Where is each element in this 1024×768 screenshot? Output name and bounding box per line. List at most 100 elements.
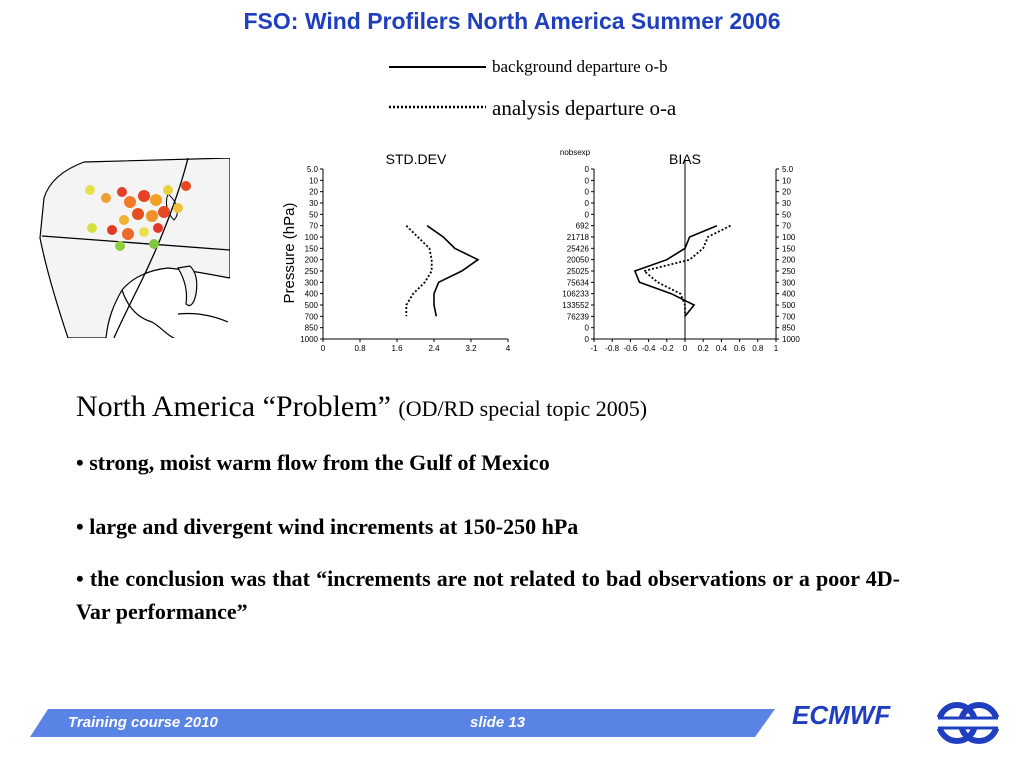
bullet-item: • strong, moist warm flow from the Gulf …	[76, 450, 550, 475]
x-tick-label: 0.8	[354, 344, 366, 353]
x-tick-label: 0.2	[698, 344, 710, 353]
map-coast-gulf	[121, 289, 175, 338]
y-tick-label: 70	[309, 222, 318, 231]
right-y-tick-label: 100	[782, 233, 796, 242]
y-tick-label: 150	[305, 244, 319, 253]
footer-bar-shape	[30, 709, 775, 737]
slide-title: FSO: Wind Profilers North America Summer…	[243, 8, 781, 34]
map-land-west	[39, 158, 230, 338]
map-dot	[101, 193, 111, 203]
right-y-tick-label: 50	[782, 210, 791, 219]
right-y-tick-label: 300	[782, 278, 796, 287]
analysis-departure-line	[642, 224, 731, 317]
map-dot	[138, 190, 150, 202]
nobsexp-value: 0	[585, 335, 590, 344]
x-tick-label: 0	[683, 344, 688, 353]
x-tick-label: 2.4	[428, 344, 440, 353]
y-tick-label: 30	[309, 199, 318, 208]
bias-chart: BIAS nobsexp 5.0102030507010015020025030…	[560, 148, 800, 353]
chart-legend: background departure o-b analysis depart…	[386, 57, 716, 128]
map-lake	[165, 193, 178, 221]
map-dot	[115, 241, 125, 251]
x-tick-label: -0.8	[605, 344, 619, 353]
nobsexp-value: 0	[585, 199, 590, 208]
right-y-tick-label: 30	[782, 199, 791, 208]
background-departure-line	[426, 225, 480, 317]
nobsexp-value: 106233	[562, 290, 589, 299]
right-y-tick-label: 150	[782, 244, 796, 253]
map-dot	[153, 223, 163, 233]
std-dev-chart: STD.DEV Pressure (hPa) 5.0 10 20 30 50 70 100 1…	[281, 151, 511, 353]
y-tick-label: 10	[309, 176, 318, 185]
y-tick-label: 300	[305, 278, 319, 287]
map-border-line	[41, 235, 230, 251]
std-dev-series	[405, 225, 480, 317]
map-dot	[146, 210, 158, 222]
x-tick-label: 0.4	[716, 344, 728, 353]
nobsexp-value: 692	[576, 222, 590, 231]
ecmwf-brand-text: ECMWF	[792, 700, 891, 730]
background-departure-line	[633, 224, 718, 317]
map-bases	[39, 158, 230, 338]
right-y-tick-label: 20	[782, 188, 791, 197]
nobsexp-value: 0	[585, 188, 590, 197]
nobsexp-value: 0	[585, 176, 590, 185]
nobsexp-value: 25025	[567, 267, 590, 276]
x-tick-label: -0.4	[642, 344, 656, 353]
nobsexp-value: 76239	[567, 312, 590, 321]
right-y-tick-label: 500	[782, 301, 796, 310]
x-tick-label: -0.6	[624, 344, 638, 353]
y-tick-label: 500	[305, 301, 319, 310]
right-y-tick-label: 5.0	[782, 165, 794, 174]
map-dot	[87, 223, 97, 233]
legend-label-background-departure: background departure o-b	[492, 57, 668, 76]
x-tick-label: 0	[321, 344, 326, 353]
std-dev-y-axis-label: Pressure (hPa)	[281, 203, 298, 304]
map-track-line	[113, 158, 189, 338]
y-tick-label: 5.0	[307, 165, 319, 174]
nobsexp-value: 0	[585, 210, 590, 219]
x-tick-label: 0.8	[752, 344, 764, 353]
nobsexp-value: 0	[585, 324, 590, 333]
x-tick-label: -1	[590, 344, 598, 353]
nobsexp-value: 21718	[567, 233, 590, 242]
map-dot	[149, 239, 159, 249]
north-america-map	[39, 158, 230, 338]
map-dot	[124, 196, 136, 208]
x-tick-label: 1	[774, 344, 779, 353]
right-y-tick-label: 1000	[782, 335, 800, 344]
map-dot	[107, 225, 117, 235]
nobsexp-value: 25426	[567, 244, 590, 253]
bias-chart-title: BIAS	[669, 151, 701, 167]
map-florida	[177, 265, 198, 307]
map-dot	[173, 203, 183, 213]
nobsexp-value: 0	[585, 165, 590, 174]
map-dot	[119, 215, 129, 225]
right-y-tick-label: 250	[782, 267, 796, 276]
map-dot	[85, 185, 95, 195]
legend-swatches	[389, 66, 486, 109]
y-tick-label: 400	[305, 290, 319, 299]
map-dot	[132, 208, 144, 220]
map-dot	[181, 181, 191, 191]
std-dev-axes: 5.0 10 20 30 50 70 100 150 200 250 300 400 500 700 850…	[300, 165, 511, 353]
nobsexp-header: nobsexp	[560, 148, 591, 157]
section-heading-main: North America “Problem”	[76, 390, 399, 423]
map-dot	[158, 206, 170, 218]
ecmwf-logo-icon	[936, 702, 1000, 744]
y-tick-label: 200	[305, 256, 319, 265]
x-tick-label: 4	[506, 344, 511, 353]
section-heading: North America “Problem” (OD/RD special t…	[76, 390, 647, 424]
map-dot	[163, 185, 173, 195]
nobsexp-value: 133552	[562, 301, 589, 310]
map-cuba	[177, 312, 229, 323]
footer-course: Training course 2010	[68, 714, 218, 731]
y-tick-label: 100	[305, 233, 319, 242]
map-dot	[117, 187, 127, 197]
map-dot	[139, 227, 149, 237]
y-tick-label: 250	[305, 267, 319, 276]
nobsexp-value: 75634	[567, 278, 590, 287]
bias-series	[633, 224, 731, 317]
x-tick-label: -0.2	[660, 344, 674, 353]
legend-label-analysis-departure: analysis departure o-a	[492, 96, 677, 120]
